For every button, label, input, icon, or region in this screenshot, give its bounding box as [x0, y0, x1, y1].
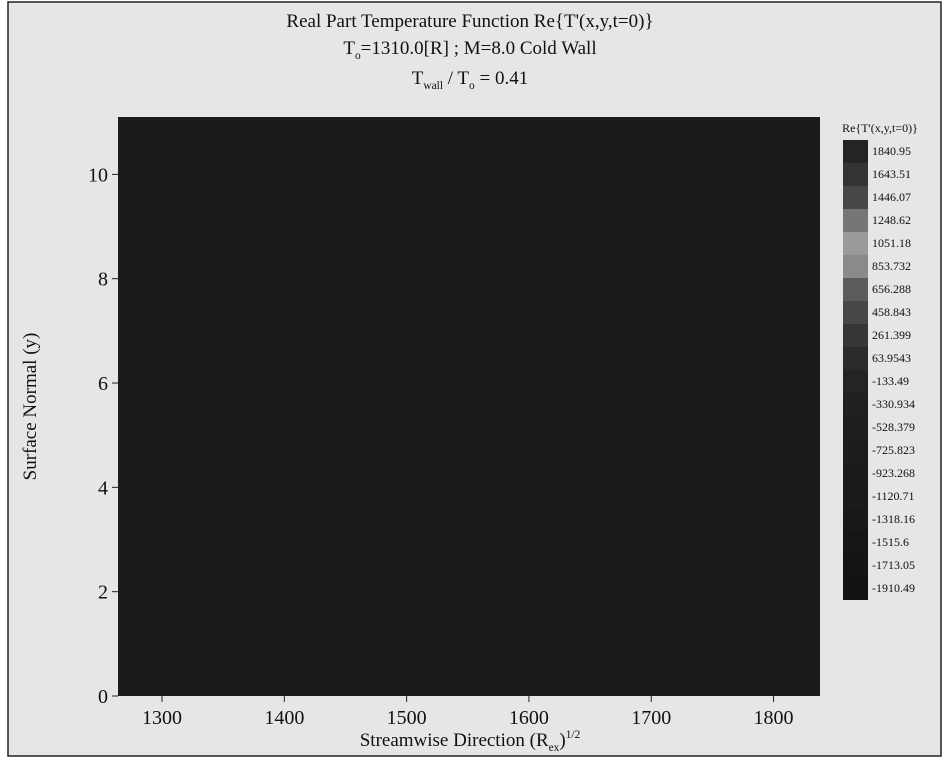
colorbar-label: -1318.16: [872, 512, 915, 526]
colorbar-label: -1910.49: [872, 581, 915, 595]
colorbar-label: -330.934: [872, 397, 915, 411]
x-tick-label: 1300: [142, 707, 182, 729]
colorbar-swatch: [843, 554, 868, 577]
x-tick-label: 1500: [387, 707, 427, 729]
colorbar-swatch: [843, 485, 868, 508]
colorbar-label: -1713.05: [872, 558, 915, 572]
colorbar-swatch: [843, 232, 868, 255]
chart-subtitle-part: = 0.41: [475, 68, 528, 89]
x-axis-label-part: ): [559, 730, 565, 751]
x-axis-label-part: Streamwise Direction (R: [360, 730, 549, 751]
y-tick-label: 0: [98, 686, 108, 708]
colorbar-label: 1840.95: [872, 144, 911, 158]
colorbar-label: -1120.71: [872, 489, 915, 503]
contour-field: [118, 117, 820, 696]
colorbar-swatch: [843, 301, 868, 324]
y-tick-label: 8: [98, 269, 108, 291]
colorbar-swatch: [843, 347, 868, 370]
y-tick-label: 6: [98, 373, 108, 395]
colorbar-swatch: [843, 209, 868, 232]
y-tick-label: 10: [88, 164, 108, 186]
colorbar-swatch: [843, 163, 868, 186]
chart-subtitle-part: T: [412, 68, 424, 89]
y-tick-label: 4: [98, 477, 108, 499]
chart-subtitle-part: T: [343, 38, 355, 59]
colorbar-swatch: [843, 393, 868, 416]
colorbar-swatch: [843, 186, 868, 209]
colorbar-swatch: [843, 508, 868, 531]
colorbar-label: -1515.6: [872, 535, 909, 549]
colorbar-label: 1643.51: [872, 167, 911, 181]
chart-subtitle-part: wall: [423, 80, 443, 92]
x-tick-label: 1700: [631, 707, 671, 729]
colorbar-swatch: [843, 140, 868, 163]
colorbar-label: -133.49: [872, 374, 909, 388]
chart-subtitle: Twall / To = 0.41: [412, 68, 528, 92]
x-axis-label-part: ex: [549, 742, 560, 754]
colorbar-label: 1446.07: [872, 190, 911, 204]
chart-title: Real Part Temperature Function Re{T'(x,y…: [286, 11, 653, 32]
x-axis-label: Streamwise Direction (Rex)1/2: [360, 729, 581, 754]
x-tick-label: 1400: [264, 707, 304, 729]
x-tick-label: 1600: [509, 707, 549, 729]
x-axis-label-part: 1/2: [566, 729, 581, 741]
colorbar-label: -528.379: [872, 420, 915, 434]
colorbar-label: 656.288: [872, 282, 911, 296]
chart-subtitle-part: =1310.0[R] ; M=8.0 Cold Wall: [361, 38, 597, 59]
colorbar-label: 1051.18: [872, 236, 911, 250]
colorbar-label: -923.268: [872, 466, 915, 480]
colorbar-title: Re{T'(x,y,t=0)}: [842, 121, 918, 135]
colorbar-swatch: [843, 439, 868, 462]
y-axis-label: Surface Normal (y): [20, 333, 41, 481]
colorbar-swatch: [843, 462, 868, 485]
colorbar-swatch: [843, 531, 868, 554]
colorbar-swatch: [843, 416, 868, 439]
colorbar-swatch: [843, 577, 868, 600]
chart-subtitle-part: o: [469, 80, 475, 92]
y-tick-label: 2: [98, 582, 108, 604]
colorbar-label: 458.843: [872, 305, 911, 319]
colorbar-label: 261.399: [872, 328, 911, 342]
colorbar-label: -725.823: [872, 443, 915, 457]
colorbar-label: 853.732: [872, 259, 911, 273]
chart-subtitle: To=1310.0[R] ; M=8.0 Cold Wall: [343, 38, 596, 62]
colorbar-swatch: [843, 278, 868, 301]
colorbar-label: 1248.62: [872, 213, 911, 227]
chart-subtitle-part: o: [355, 50, 361, 62]
chart-subtitle-part: / T: [443, 68, 469, 89]
colorbar-swatch: [843, 324, 868, 347]
colorbar-swatch: [843, 370, 868, 393]
colorbar-swatch: [843, 255, 868, 278]
colorbar-label: 63.9543: [872, 351, 911, 365]
x-tick-label: 1800: [754, 707, 794, 729]
